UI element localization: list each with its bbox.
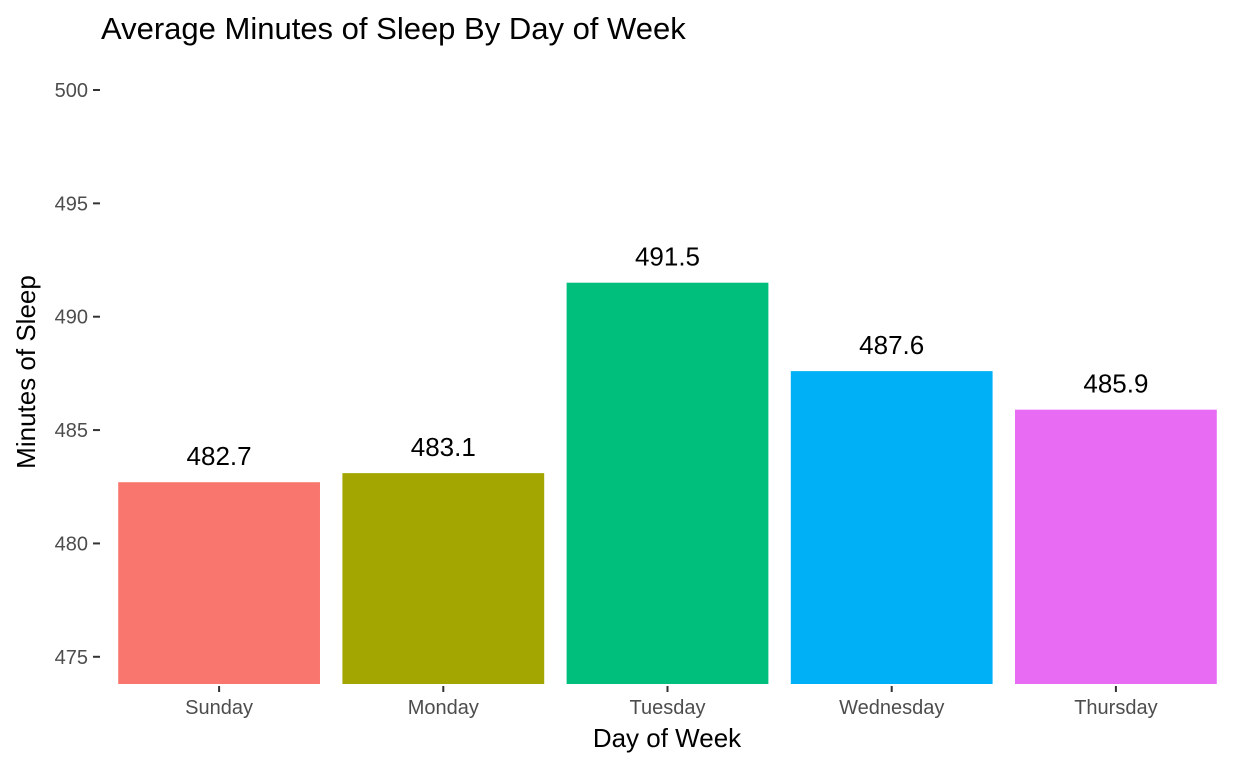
value-label: 487.6: [859, 330, 924, 360]
value-labels: 482.7 483.1 491.5 487.6 485.9: [187, 242, 1149, 472]
y-tick-label: 495: [55, 193, 88, 215]
value-label: 491.5: [635, 242, 700, 272]
value-label: 482.7: [187, 441, 252, 471]
y-tick-label: 475: [55, 647, 88, 669]
bar-wednesday: [790, 371, 993, 684]
y-tick-label: 490: [55, 307, 88, 329]
x-tick-label: Wednesday: [839, 697, 944, 719]
x-tick-label: Thursday: [1074, 697, 1157, 719]
bar-thursday: [1015, 409, 1217, 684]
y-tick-label: 500: [55, 80, 88, 102]
y-tick-label: 485: [55, 420, 88, 442]
x-axis-title: Day of Week: [593, 723, 742, 753]
x-tick-label: Sunday: [185, 697, 253, 719]
y-tick-label: 480: [55, 533, 88, 555]
bars: [118, 282, 1217, 684]
value-label: 483.1: [411, 432, 476, 462]
bar-sunday: [118, 482, 320, 684]
y-axis: 475 480 485 490 495 500: [55, 80, 100, 669]
bar-monday: [342, 473, 545, 684]
x-axis: Sunday Monday Tuesday Wednesday Thursday: [185, 686, 1158, 719]
y-axis-title: Minutes of Sleep: [11, 275, 41, 469]
x-tick-label: Monday: [408, 697, 479, 719]
x-tick-label: Tuesday: [630, 697, 706, 719]
chart-title: Average Minutes of Sleep By Day of Week: [101, 11, 686, 46]
value-label: 485.9: [1083, 369, 1148, 399]
bar-tuesday: [566, 282, 769, 684]
